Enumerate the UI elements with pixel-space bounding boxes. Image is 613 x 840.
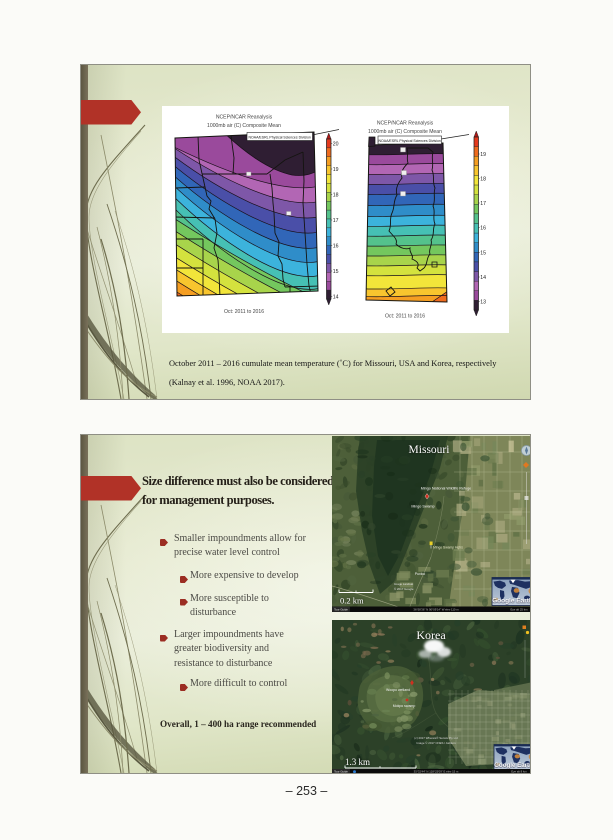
svg-text:17: 17 xyxy=(480,201,486,207)
svg-text:0.2 km: 0.2 km xyxy=(340,596,364,606)
svg-text:Tour Guide: Tour Guide xyxy=(334,607,348,611)
svg-text:Eye alt 25 km: Eye alt 25 km xyxy=(511,607,529,611)
svg-text:Oct: 2011 to 2016: Oct: 2011 to 2016 xyxy=(224,309,264,315)
svg-text:NCEP/NCAR Reanalysis: NCEP/NCAR Reanalysis xyxy=(377,121,434,127)
svg-text:13: 13 xyxy=(480,299,486,305)
svg-text:Eye alt 8 km: Eye alt 8 km xyxy=(511,769,527,773)
svg-text:1.3 km: 1.3 km xyxy=(345,757,370,767)
svg-text:Google Earth: Google Earth xyxy=(492,597,531,604)
svg-text:16: 16 xyxy=(480,225,486,231)
svg-text:Mokpo swamp: Mokpo swamp xyxy=(393,704,416,708)
svg-text:Tour Guide: Tour Guide xyxy=(334,769,348,773)
svg-text:Mingo Swamp Hqtrs: Mingo Swamp Hqtrs xyxy=(433,546,463,550)
svg-text:15: 15 xyxy=(333,269,339,275)
svg-text:Mingo National Wildlife Refuge: Mingo National Wildlife Refuge xyxy=(421,487,471,491)
svg-text:NOAA/ESRL Physical Sciences Di: NOAA/ESRL Physical Sciences Division xyxy=(249,136,311,140)
svg-text:Oct: 2011 to 2016: Oct: 2011 to 2016 xyxy=(385,314,425,320)
svg-text:Image © 2017 CNES / Astrium: Image © 2017 CNES / Astrium xyxy=(416,741,456,745)
svg-text:20: 20 xyxy=(333,141,339,147)
svg-text:36°58'36" N 90°09'14" W elev 1: 36°58'36" N 90°09'14" W elev 110 m xyxy=(413,607,459,611)
svg-text:Missouri: Missouri xyxy=(409,444,450,456)
svg-text:1000mb air (C) Composite Mean: 1000mb air (C) Composite Mean xyxy=(368,129,442,135)
svg-text:© 2017 Google: © 2017 Google xyxy=(394,587,414,591)
svg-text:(c) 2017 Whereis® Sensis Pty L: (c) 2017 Whereis® Sensis Pty Ltd xyxy=(414,736,458,740)
svg-text:14: 14 xyxy=(480,275,486,281)
svg-text:16: 16 xyxy=(333,243,339,249)
svg-text:Google Earth: Google Earth xyxy=(494,762,531,769)
svg-text:15: 15 xyxy=(480,250,486,256)
svg-text:NCEP/NCAR Reanalysis: NCEP/NCAR Reanalysis xyxy=(216,115,273,121)
svg-text:Woopo wetland: Woopo wetland xyxy=(386,688,410,692)
svg-text:NOAA/ESRL Physical Sciences Di: NOAA/ESRL Physical Sciences Division xyxy=(379,139,441,143)
svg-text:19: 19 xyxy=(333,167,339,173)
svg-text:18: 18 xyxy=(333,192,339,198)
svg-text:Image Landsat: Image Landsat xyxy=(394,582,413,586)
svg-text:Mingo Swamp: Mingo Swamp xyxy=(411,505,434,509)
svg-text:18: 18 xyxy=(480,176,486,182)
svg-text:Korea: Korea xyxy=(416,628,446,642)
svg-text:14: 14 xyxy=(333,294,339,300)
svg-text:Puxico: Puxico xyxy=(415,572,426,576)
svg-text:35°32'44" N 128°25'09" E elev: 35°32'44" N 128°25'09" E elev 15 m xyxy=(414,769,459,773)
svg-text:1000mb air (C) Composite Mean: 1000mb air (C) Composite Mean xyxy=(207,123,281,129)
svg-text:19: 19 xyxy=(480,152,486,158)
svg-text:17: 17 xyxy=(333,218,339,224)
